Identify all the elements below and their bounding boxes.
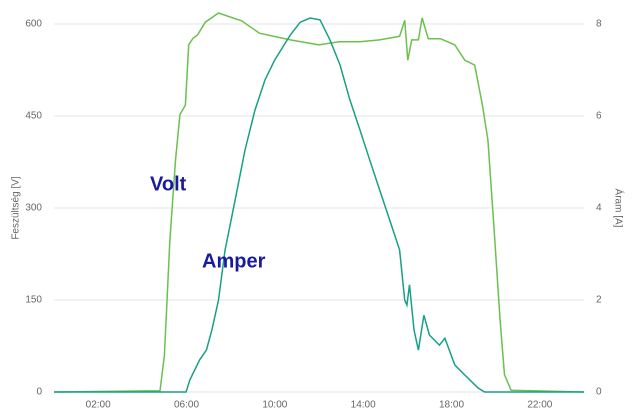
annotation: Volt <box>150 173 187 195</box>
x-tick-label: 22:00 <box>527 400 552 411</box>
x-tick-label: 14:00 <box>351 400 376 411</box>
y2-tick-label: 0 <box>596 387 602 398</box>
y-tick-label: 600 <box>25 19 42 30</box>
x-tick-label: 10:00 <box>262 400 287 411</box>
x-tick-label: 02:00 <box>86 400 111 411</box>
y2-axis-label: Áram [A] <box>612 189 625 228</box>
plot: 0 150 300 450 600 0 2 4 6 8 02:00 06:00 10:00 14:00 18… <box>11 12 625 411</box>
y2-tick-label: 6 <box>596 111 602 122</box>
y2-tick-label: 2 <box>596 295 602 306</box>
annotation: Amper <box>202 250 266 272</box>
y-tick-label: 300 <box>25 203 42 214</box>
y2-tick-label: 4 <box>596 203 602 214</box>
series-line <box>53 12 585 393</box>
x-tick-label: 18:00 <box>439 400 464 411</box>
y2-tick-label: 8 <box>596 19 602 30</box>
y-tick-label: 0 <box>36 387 42 398</box>
series-line <box>54 17 584 393</box>
y-tick-label: 450 <box>25 111 42 122</box>
x-tick-label: 06:00 <box>174 400 199 411</box>
y-axis-label: Feszültség [V] <box>11 176 22 240</box>
y-tick-label: 150 <box>25 295 42 306</box>
